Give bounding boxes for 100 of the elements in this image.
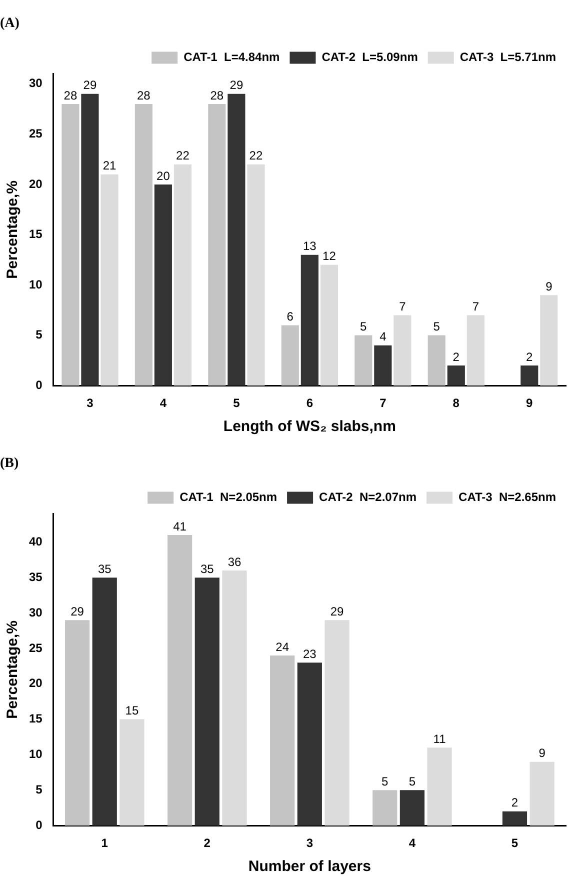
- x-tick-label: 8: [452, 396, 460, 410]
- data-label: 22: [176, 148, 190, 163]
- bar: [372, 790, 398, 826]
- bar: [427, 748, 452, 826]
- data-label: 35: [98, 562, 112, 576]
- data-label: 9: [546, 279, 553, 294]
- bar: [168, 535, 192, 826]
- bar: [194, 578, 220, 826]
- legend-label: CAT-1 L=4.84nm: [184, 50, 280, 64]
- data-label: 13: [302, 239, 317, 254]
- x-tick-label: 5: [511, 836, 518, 850]
- y-tick-label: 10: [28, 747, 43, 762]
- bar: [520, 365, 538, 386]
- bar: [530, 762, 554, 826]
- y-tick-label: 25: [28, 126, 43, 140]
- data-label: 23: [302, 646, 317, 661]
- data-label: 5: [433, 320, 440, 334]
- bar: [447, 365, 465, 386]
- y-axis-title: Percentage,%: [4, 180, 22, 279]
- y-tick-label: 0: [36, 818, 43, 832]
- chart-title: (A): [0, 16, 20, 32]
- bar: [92, 578, 117, 826]
- bar: [81, 94, 99, 386]
- data-label: 5: [360, 320, 368, 334]
- data-label: 22: [249, 148, 263, 163]
- y-tick-label: 0: [36, 378, 43, 392]
- data-label: 21: [102, 158, 116, 173]
- x-tick-label: 4: [408, 836, 416, 850]
- y-tick-label: 5: [36, 328, 43, 342]
- data-label: 7: [472, 300, 480, 314]
- data-label: 29: [330, 604, 344, 618]
- data-label: 2: [452, 350, 460, 364]
- y-tick-label: 20: [28, 176, 43, 191]
- bar: [281, 325, 299, 386]
- legend-label: CAT-2 L=5.09nm: [322, 50, 418, 64]
- bar: [428, 335, 446, 386]
- x-tick-label: 6: [306, 396, 314, 410]
- data-label: 29: [230, 78, 244, 92]
- x-axis-title: Length of WS₂ slabs,nm: [223, 418, 396, 436]
- chart-title: (B): [0, 456, 19, 472]
- bar: [540, 295, 558, 386]
- y-tick-label: 15: [28, 712, 43, 726]
- data-label: 28: [136, 88, 151, 102]
- bar: [466, 315, 484, 386]
- bar: [394, 315, 412, 386]
- data-label: 28: [64, 88, 78, 102]
- x-tick-label: 3: [306, 836, 314, 850]
- y-tick-label: 35: [28, 570, 43, 584]
- y-tick-label: 40: [28, 534, 43, 548]
- bar: [64, 620, 90, 826]
- x-tick-label: 9: [526, 396, 534, 410]
- bar: [174, 164, 192, 386]
- bar: [374, 345, 392, 386]
- bar: [100, 174, 118, 386]
- legend-label: CAT-2 N=2.07nm: [319, 490, 417, 504]
- y-tick-label: 30: [28, 605, 43, 620]
- bar: [270, 656, 295, 826]
- bar: [324, 620, 350, 826]
- bar: [300, 254, 318, 386]
- y-tick-label: 25: [28, 640, 43, 655]
- bar: [502, 811, 528, 826]
- y-tick-label: 20: [28, 676, 43, 690]
- data-label: 41: [173, 519, 187, 534]
- bar: [400, 790, 425, 826]
- bar: [154, 184, 172, 386]
- bar: [208, 104, 226, 386]
- x-tick-label: 7: [380, 396, 387, 410]
- bar: [134, 104, 152, 386]
- bar: [222, 570, 247, 826]
- x-tick-label: 5: [233, 396, 240, 410]
- data-label: 35: [200, 562, 214, 576]
- data-label: 9: [538, 746, 546, 760]
- bar: [120, 719, 144, 826]
- data-label: 29: [83, 78, 97, 92]
- x-tick-label: 1: [101, 836, 108, 850]
- bar: [62, 104, 80, 386]
- bar: [297, 662, 322, 826]
- x-tick-label: 2: [204, 836, 211, 850]
- x-axis-title: Number of layers: [248, 858, 371, 876]
- y-axis-title: Percentage,%: [4, 620, 22, 719]
- data-label: 6: [286, 310, 294, 324]
- legend-label: CAT-1 N=2.05nm: [180, 490, 278, 504]
- data-label: 2: [526, 350, 534, 364]
- data-label: 4: [380, 330, 387, 344]
- data-label: 20: [156, 168, 170, 183]
- data-label: 2: [511, 796, 518, 810]
- data-label: 28: [210, 88, 224, 102]
- data-label: 5: [408, 774, 416, 788]
- y-tick-label: 30: [28, 76, 43, 90]
- data-label: 24: [276, 640, 290, 654]
- y-tick-label: 10: [28, 277, 43, 292]
- bar: [228, 94, 246, 386]
- data-label: 5: [382, 774, 389, 788]
- bar: [320, 264, 338, 386]
- data-label: 36: [228, 554, 242, 569]
- legend-label: CAT-3 N=2.65nm: [458, 490, 556, 504]
- y-tick-label: 15: [28, 227, 43, 242]
- x-tick-label: 3: [86, 396, 94, 410]
- data-label: 12: [322, 249, 336, 264]
- bar: [354, 335, 372, 386]
